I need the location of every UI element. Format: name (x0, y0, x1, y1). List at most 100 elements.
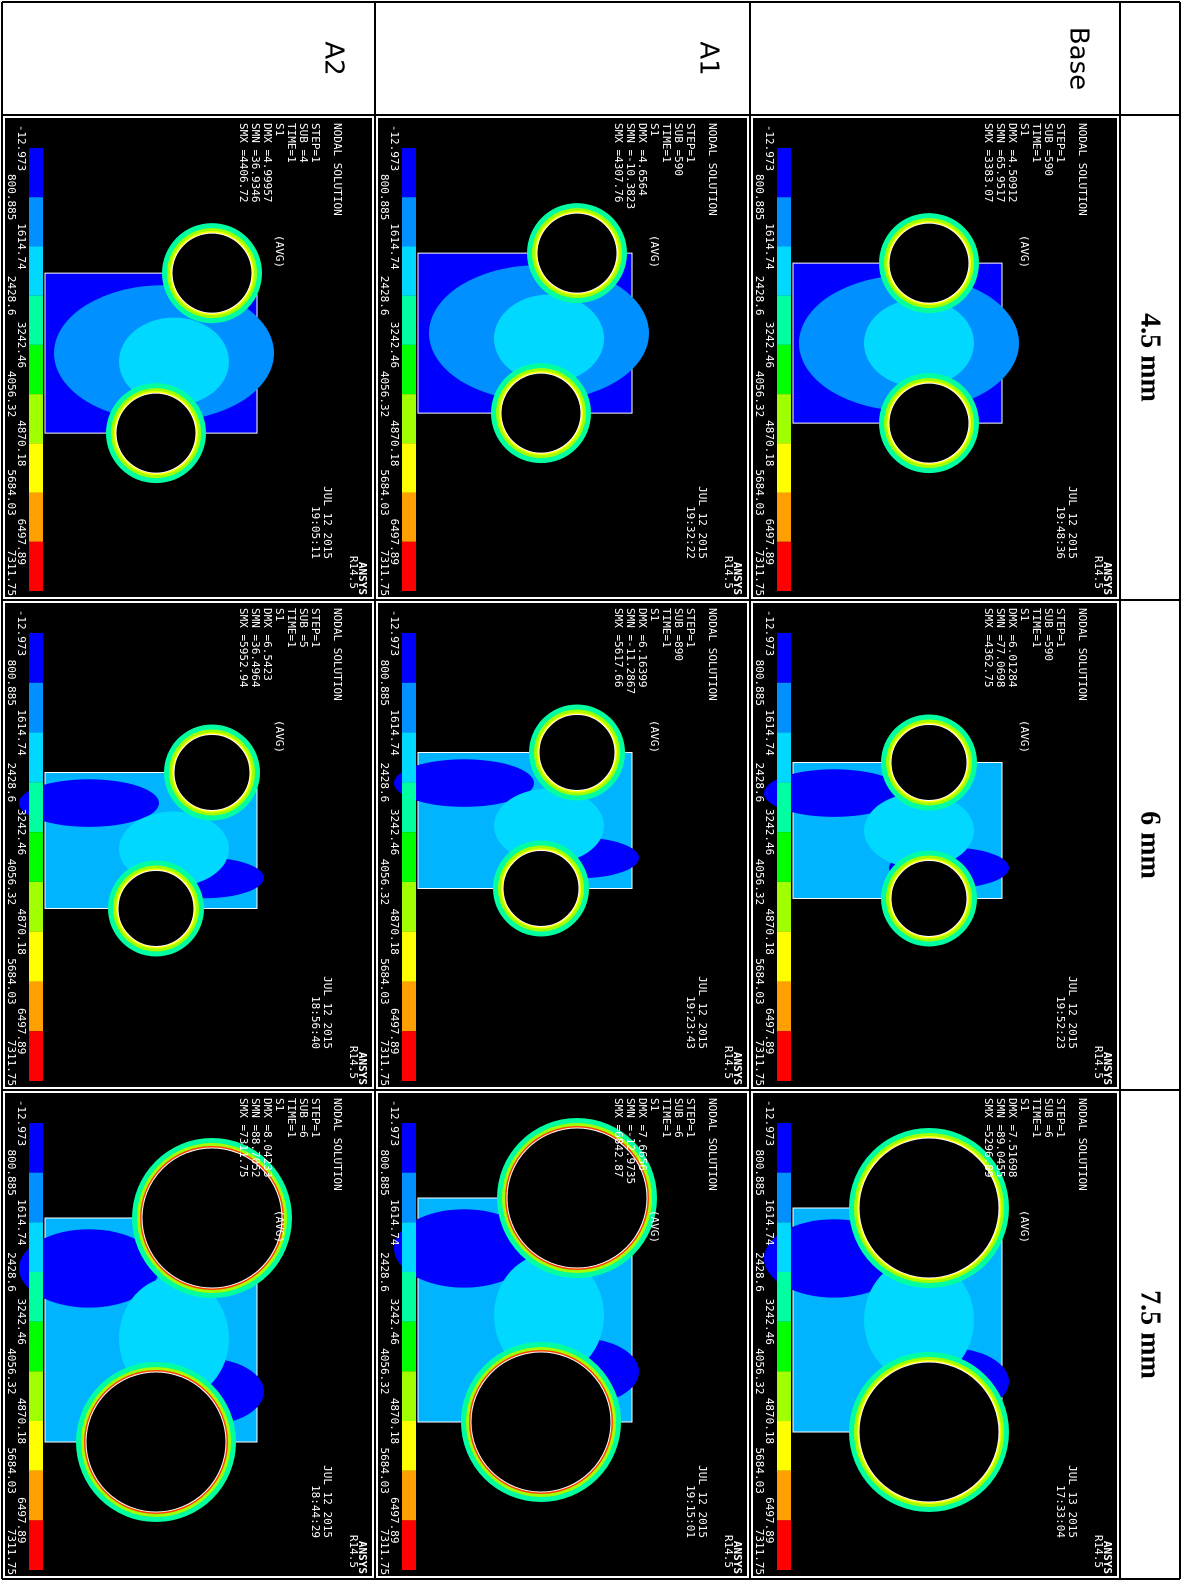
info-sub: SUB =6 (1042, 1098, 1055, 1138)
legend-swatch (29, 148, 43, 198)
legend-swatch (777, 682, 791, 733)
legend-label: 800.885 (753, 1149, 766, 1195)
legend-swatch (402, 682, 416, 733)
info-smn: SMN =-12.9735 (624, 1098, 637, 1184)
legend-label: -12.973 (15, 125, 28, 171)
legend-label: 4056.32 (753, 859, 766, 905)
ansys-logo: ANSYS (356, 562, 369, 595)
legend-label: 4870.18 (15, 1398, 28, 1444)
legend-label: 800.885 (378, 1149, 391, 1195)
legend-swatch (29, 682, 43, 733)
legend-swatch (777, 344, 791, 395)
info-result: S1 (648, 608, 661, 621)
info-dmx: DMX =6.16399 (636, 608, 649, 687)
legend-swatch (777, 246, 791, 296)
info-result: S1 (648, 1098, 661, 1111)
legend-label: 7311.75 (753, 1529, 766, 1575)
pin-hole (171, 232, 253, 314)
info-result: S1 (1018, 608, 1031, 621)
pin-hole (470, 1351, 612, 1493)
legend-label: 2428.6 (753, 1252, 766, 1292)
legend-label: 4870.18 (763, 908, 776, 954)
info-smx: SMX =5952.94 (237, 608, 250, 688)
info-avg: (AVG) (273, 1210, 286, 1243)
legend-swatch (402, 881, 416, 932)
info-time: TIME=1 (1030, 1098, 1043, 1138)
legend-swatch (777, 1321, 791, 1372)
info-sub: SUB =6 (297, 1098, 310, 1138)
legend-label: 6497.89 (763, 1008, 776, 1054)
legend-label: 4056.32 (378, 1348, 391, 1394)
ansys-version: R14.5 (347, 556, 360, 589)
contour-low (764, 769, 904, 817)
legend-swatch (777, 443, 791, 493)
info-step: STEP=1 (684, 608, 697, 648)
legend-swatch (29, 732, 43, 783)
legend-label: 5684.03 (378, 1447, 391, 1493)
legend-swatch (777, 732, 791, 783)
legend-label: 3242.46 (763, 1298, 776, 1344)
info-avg: (AVG) (648, 720, 661, 753)
legend-label: 6497.89 (388, 1008, 401, 1054)
contour-high (864, 1258, 974, 1382)
pin-hole (538, 713, 616, 791)
legend-label: -12.973 (388, 1100, 401, 1146)
contour-low (19, 1229, 159, 1308)
pin-hole (115, 392, 197, 474)
ansys-version: R14.5 (1092, 556, 1105, 589)
ansys-logo: ANSYS (356, 1541, 369, 1574)
legend-swatch (29, 394, 43, 444)
legend-label: 4870.18 (388, 908, 401, 954)
info-dmx: DMX =4.99957 (261, 123, 274, 202)
legend-label: 6497.89 (388, 1497, 401, 1543)
legend-swatch (402, 344, 416, 395)
plot-date: JUL 12 2015 (321, 976, 334, 1049)
legend-label: 1614.74 (388, 223, 401, 270)
info-time: TIME=1 (285, 123, 298, 163)
pin-hole (888, 222, 970, 304)
legend-swatch (29, 1470, 43, 1521)
pin-hole (858, 1137, 1000, 1279)
legend-label: 4056.32 (753, 1348, 766, 1394)
legend-swatch (29, 246, 43, 296)
legend-swatch (402, 1272, 416, 1322)
legend-swatch (777, 832, 791, 882)
legend-label: 4870.18 (15, 420, 28, 466)
info-avg: (AVG) (273, 720, 286, 753)
legend-swatch (777, 492, 791, 542)
column-header: 4.5 mm (1135, 313, 1166, 402)
legend-swatch (402, 981, 416, 1032)
plot-date: JUL 12 2015 (696, 486, 709, 559)
ansys-logo: ANSYS (1101, 1052, 1114, 1085)
legend-label: 4870.18 (763, 1398, 776, 1444)
contour-low (19, 779, 159, 827)
ansys-logo: ANSYS (731, 1052, 744, 1085)
legend-label: 7311.75 (378, 550, 391, 596)
legend-swatch (777, 1470, 791, 1521)
contour-high (864, 299, 974, 388)
info-title: NODAL SOLUTION (331, 123, 344, 216)
info-step: STEP=1 (309, 123, 322, 163)
info-avg: (AVG) (648, 1210, 661, 1243)
info-dmx: DMX =6.01284 (1006, 608, 1019, 688)
legend-label: 4870.18 (388, 420, 401, 466)
ansys-version: R14.5 (1092, 1535, 1105, 1568)
legend-swatch (777, 197, 791, 247)
info-smn: SMN =36.9346 (249, 123, 262, 202)
plot-time: 18:56:40 (309, 996, 322, 1049)
ansys-version: R14.5 (347, 1046, 360, 1079)
pin-hole (141, 1147, 283, 1289)
legend-label: 3242.46 (15, 1298, 28, 1344)
legend-label: 7311.75 (753, 1040, 766, 1086)
legend-swatch (777, 1172, 791, 1223)
info-smx: SMX =5296.89 (982, 1098, 995, 1177)
legend-label: -12.973 (763, 610, 776, 656)
legend-swatch (777, 1272, 791, 1322)
plot-date: JUL 12 2015 (1066, 486, 1079, 559)
legend-label: 6497.89 (15, 1008, 28, 1054)
